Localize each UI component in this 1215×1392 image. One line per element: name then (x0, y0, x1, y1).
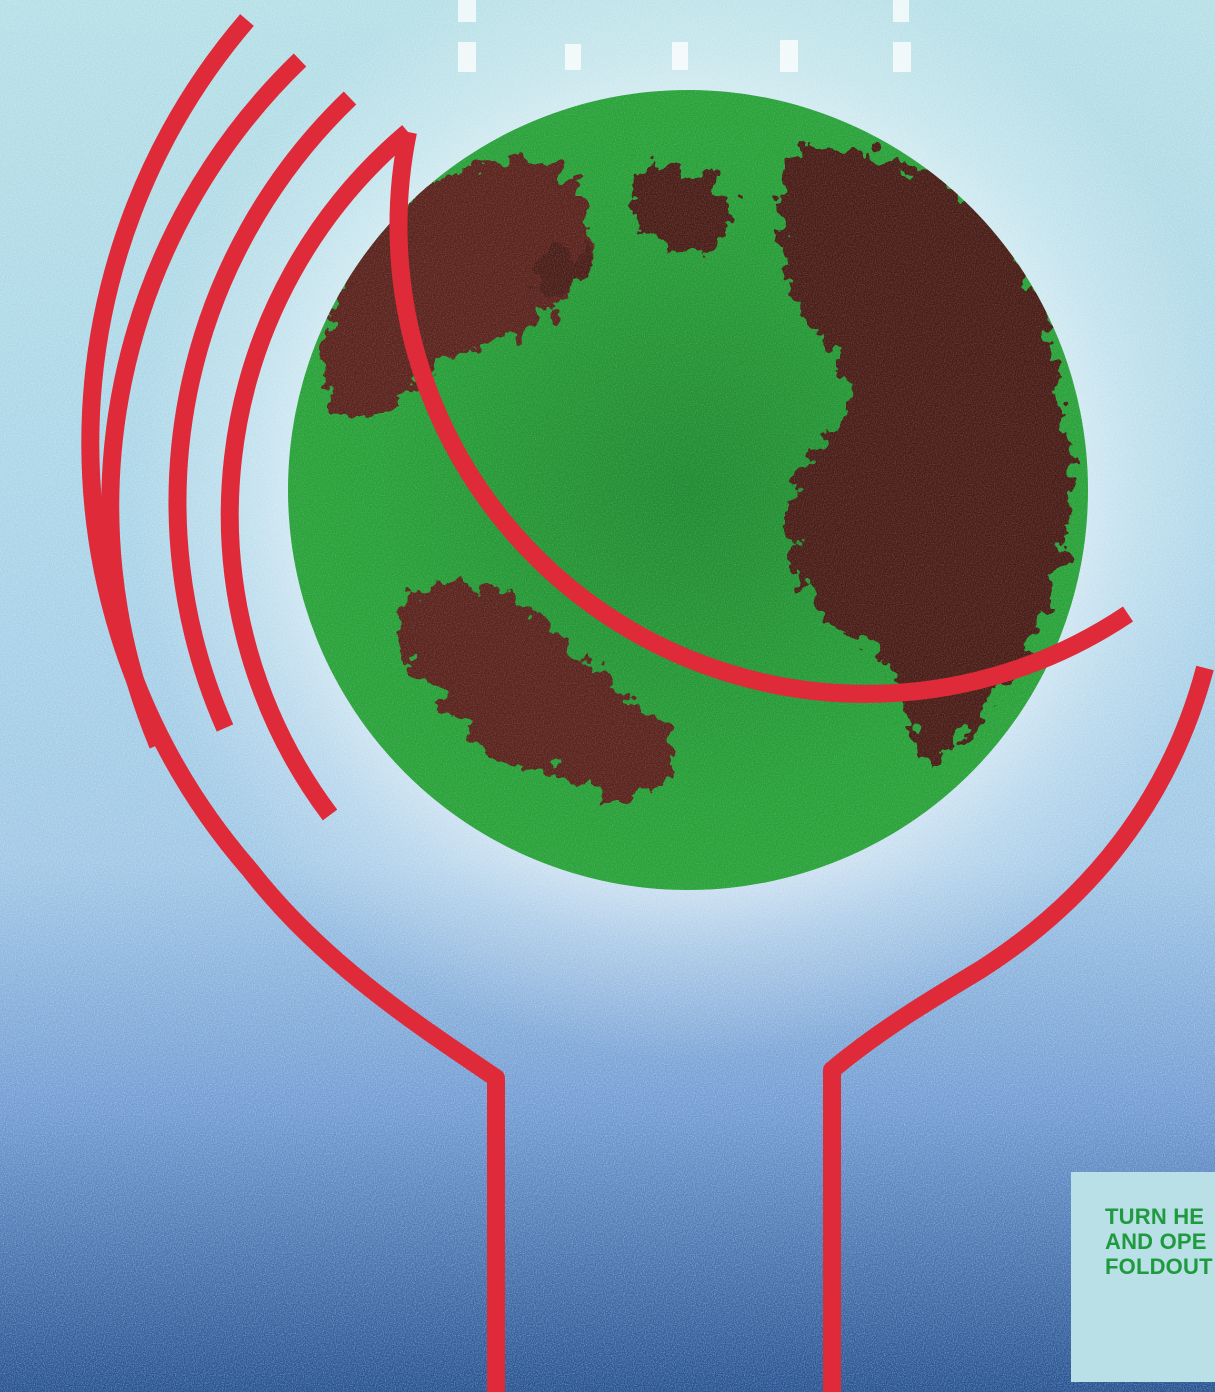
signal-arc-2 (168, 91, 357, 732)
stand-outer-right (823, 665, 1214, 1392)
radio-waves-icon (81, 14, 1214, 1392)
foldout-line-3: FOLDOUT (1105, 1254, 1213, 1279)
foldout-line-1: TURN HE (1105, 1204, 1205, 1229)
top-dash-marks (458, 0, 911, 72)
signal-arc-3 (220, 125, 414, 821)
cradle-arc-inner (389, 130, 1134, 703)
earth-globe-icon (288, 90, 1088, 890)
foldout-line-2: AND OPE (1105, 1229, 1207, 1254)
stand-outer-left (81, 14, 505, 1392)
foldout-instruction-panel: TURN HE AND OPE FOLDOUT (1071, 1172, 1215, 1382)
